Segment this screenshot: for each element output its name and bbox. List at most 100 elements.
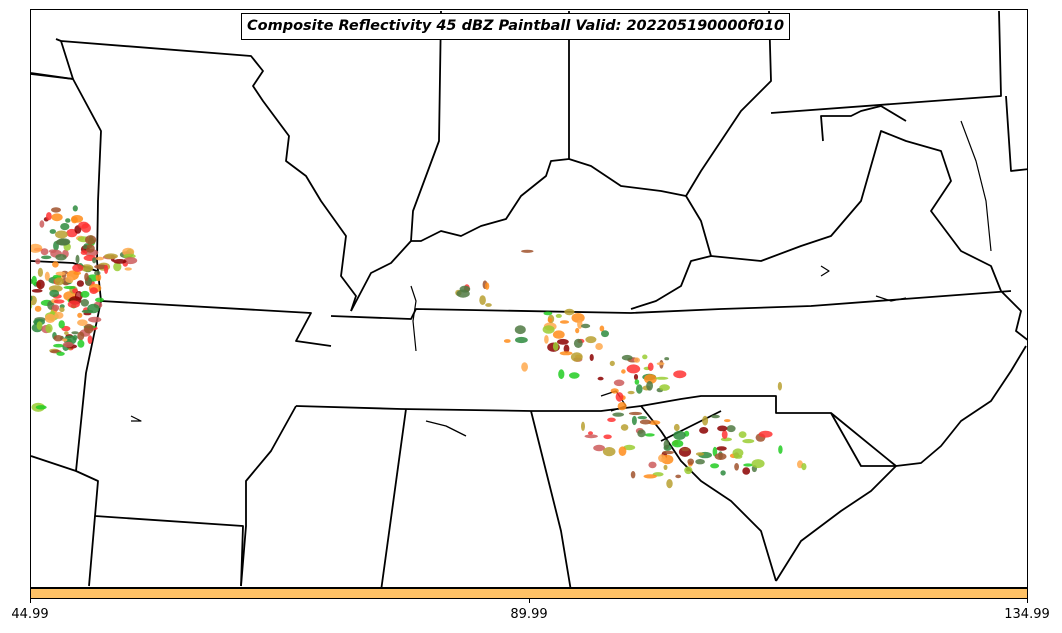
ohio-border: [568, 10, 772, 197]
reflectivity-cell: [663, 439, 670, 450]
reflectivity-cell: [647, 362, 654, 371]
reflectivity-cell: [699, 427, 709, 434]
reflectivity-cell: [71, 331, 79, 335]
reflectivity-cell: [595, 343, 603, 350]
reflectivity-cell: [104, 253, 118, 259]
reflectivity-cell: [617, 402, 627, 411]
reflectivity-cell: [656, 362, 665, 366]
georgia-sc-border: [640, 405, 777, 582]
reflectivity-cell: [637, 416, 648, 420]
reflectivity-cell: [78, 221, 89, 229]
reflectivity-cell: [515, 336, 528, 344]
reflectivity-cell: [113, 262, 122, 272]
reflectivity-cell: [720, 470, 726, 476]
reflectivity-cell: [743, 463, 753, 467]
reflectivity-cell: [626, 364, 641, 374]
reflectivity-cell: [636, 384, 643, 394]
reflectivity-cell: [46, 212, 52, 221]
reflectivity-cell: [648, 461, 657, 469]
reflectivity-cell: [742, 467, 751, 475]
reflectivity-cell: [53, 335, 63, 342]
reflectivity-cell: [65, 276, 74, 283]
reflectivity-cell: [83, 323, 94, 334]
reflectivity-cell: [35, 405, 47, 410]
pennsylvania-border: [770, 10, 1002, 114]
reflectivity-cell: [581, 421, 585, 431]
reflectivity-cell: [123, 257, 138, 265]
reflectivity-cell: [72, 335, 78, 341]
reflectivity-cell: [77, 312, 83, 318]
reflectivity-cell: [514, 325, 526, 335]
reflectivity-cell: [673, 430, 686, 440]
reflectivity-cell: [639, 419, 652, 425]
reflectivity-cell: [484, 282, 490, 290]
reflectivity-cell: [710, 463, 720, 469]
reflectivity-cell: [55, 271, 66, 276]
reflectivity-cell: [77, 339, 85, 348]
reflectivity-paintball: [31, 205, 807, 489]
reflectivity-cell: [95, 297, 104, 303]
reflectivity-cell: [58, 320, 65, 329]
illinois-east-border: [350, 10, 442, 312]
reflectivity-cell: [609, 360, 615, 367]
reflectivity-cell: [77, 319, 88, 327]
reflectivity-cell: [716, 446, 727, 451]
reflectivity-cell: [734, 463, 739, 471]
reflectivity-cell: [67, 300, 80, 309]
reflectivity-cell: [53, 299, 65, 304]
reflectivity-cell: [726, 425, 736, 433]
reflectivity-cell: [60, 223, 70, 231]
reflectivity-cell: [643, 474, 657, 479]
reflectivity-cell: [31, 295, 37, 306]
reflectivity-cell: [613, 379, 625, 387]
colorbar-tick-1: [529, 599, 530, 603]
colorbar-tick-label-0: 44.99: [11, 607, 49, 622]
reflectivity-cell: [80, 250, 88, 256]
reflectivity-cell: [51, 213, 63, 222]
reflectivity-cell: [552, 342, 559, 351]
reflectivity-cell: [485, 303, 492, 307]
reflectivity-cell: [801, 463, 807, 471]
map-title: Composite Reflectivity 45 dBZ Paintball …: [241, 13, 791, 40]
virginia-west-border: [710, 130, 1002, 292]
reflectivity-cell: [63, 285, 76, 290]
reflectivity-cell: [599, 325, 605, 332]
reflectivity-cell: [621, 354, 633, 361]
reflectivity-cell: [695, 452, 705, 456]
reflectivity-cell: [581, 323, 591, 329]
reflectivity-cell: [588, 431, 593, 435]
reflectivity-cell: [646, 381, 653, 391]
reflectivity-cell: [87, 335, 93, 344]
reflectivity-cell: [637, 429, 646, 438]
reflectivity-cell: [593, 444, 605, 452]
tennessee-south-border: [295, 395, 897, 467]
reflectivity-cell: [575, 327, 580, 334]
reflectivity-cell: [724, 419, 731, 423]
indiana-border: [411, 11, 570, 242]
reflectivity-cell: [673, 423, 680, 432]
reflectivity-cell: [55, 254, 67, 261]
reflectivity-cell: [607, 417, 616, 422]
reflectivity-cell: [31, 289, 43, 293]
reflectivity-cell: [577, 319, 583, 329]
state-borders: [31, 10, 1027, 587]
reflectivity-cell: [51, 207, 61, 213]
reflectivity-cell: [742, 439, 755, 444]
reflectivity-cell: [54, 277, 64, 286]
reflectivity-cell: [687, 458, 694, 465]
reflectivity-cell: [80, 299, 90, 307]
reflectivity-cell: [44, 313, 56, 323]
reflectivity-cell: [702, 415, 709, 426]
colorbar-tick-label-2: 134.99: [1004, 607, 1050, 622]
reflectivity-cell: [542, 325, 555, 334]
reflectivity-cell: [631, 415, 637, 426]
reflectivity-cell: [521, 362, 528, 372]
reflectivity-cell: [662, 450, 674, 455]
reflectivity-cell: [684, 466, 693, 475]
reflectivity-cell: [733, 454, 743, 459]
reflectivity-cell: [31, 303, 33, 309]
reflectivity-cell: [113, 259, 127, 264]
reflectivity-cell: [88, 316, 102, 323]
colorbar-tick-2: [1027, 599, 1028, 603]
reflectivity-cell: [666, 479, 673, 489]
